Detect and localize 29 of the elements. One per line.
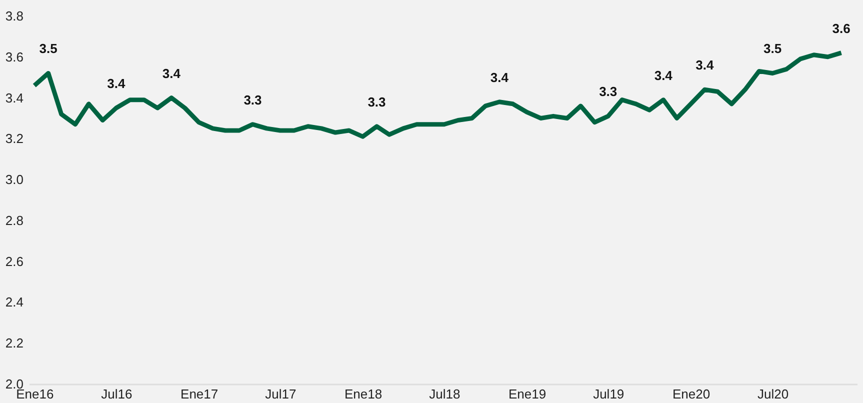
x-tick-label: Ene19 <box>508 386 546 402</box>
x-tick-label: Ene20 <box>672 386 710 402</box>
annotation: 3.6 <box>832 20 850 36</box>
annotation: 3.3 <box>368 94 386 110</box>
y-tick-label: 2.6 <box>5 254 24 269</box>
x-tick-label: Ene17 <box>180 386 218 402</box>
y-tick-label: 3.6 <box>5 49 24 64</box>
annotation: 3.4 <box>107 76 126 91</box>
annotation: 3.4 <box>162 66 182 81</box>
annotation: 3.4 <box>490 70 510 85</box>
annotation: 3.4 <box>696 58 714 73</box>
annotation: 3.5 <box>39 41 58 56</box>
annotation: 3.3 <box>599 84 618 100</box>
x-tick-label: Jul17 <box>265 386 296 402</box>
x-tick-label: Ene18 <box>344 386 382 402</box>
annotation: 3.5 <box>764 41 782 56</box>
x-tick-label: Jul18 <box>429 386 460 402</box>
y-tick-label: 3.2 <box>5 131 24 146</box>
y-tick-label: 3.4 <box>5 90 24 106</box>
annotation: 3.3 <box>244 92 262 108</box>
y-tick-label: 2.4 <box>5 294 24 310</box>
x-tick-label: Jul16 <box>101 386 132 402</box>
y-tick-label: 2.2 <box>5 336 24 351</box>
x-tick-label: Jul19 <box>593 386 624 402</box>
y-tick-label: 3.0 <box>5 172 24 188</box>
y-tick-label: 3.8 <box>5 8 24 24</box>
annotation: 3.4 <box>654 68 674 83</box>
y-tick-label: 2.8 <box>5 212 24 228</box>
x-tick-label: Jul20 <box>758 386 789 402</box>
